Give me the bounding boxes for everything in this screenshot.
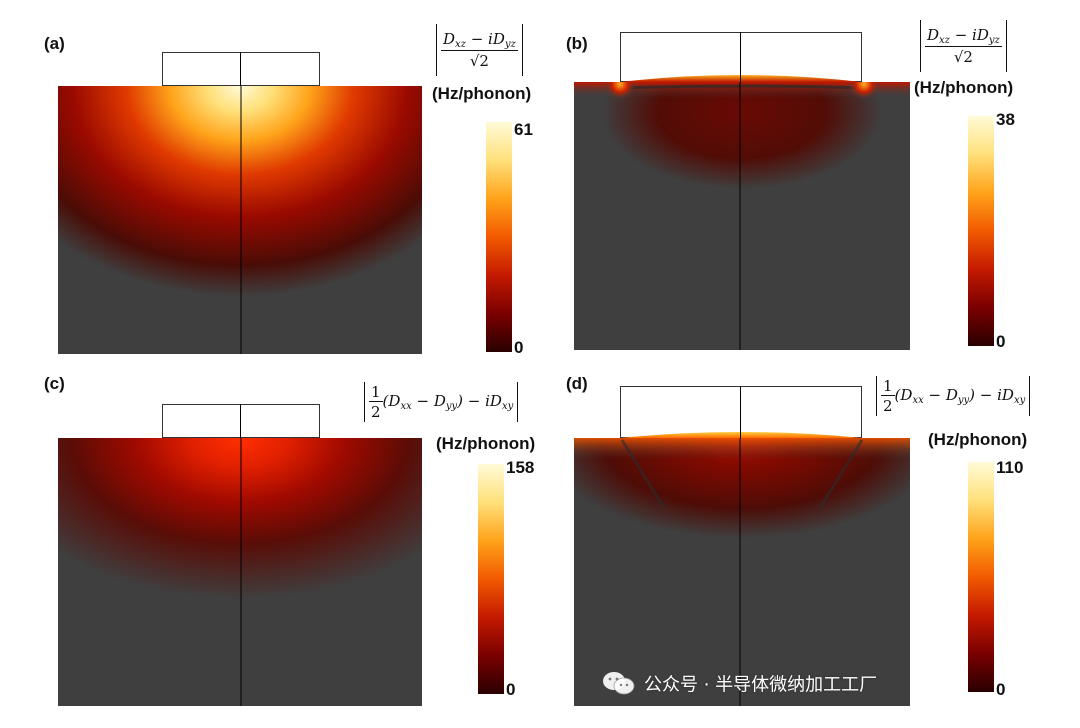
- term-sub2: yy: [957, 395, 970, 406]
- plot-c: [58, 438, 422, 706]
- num-sub2: yz: [504, 39, 516, 50]
- half-den: 2: [371, 403, 381, 421]
- term-sub3: xy: [1013, 395, 1026, 406]
- colorbar-min-b: 0: [996, 332, 1006, 351]
- abs-bar-right: [1005, 20, 1007, 72]
- half-den: 2: [883, 397, 893, 415]
- den: √2: [953, 48, 973, 66]
- colorbar-c: [478, 464, 504, 694]
- colorbar-max-a: 61: [514, 120, 533, 139]
- abs-bar-left: [920, 20, 921, 72]
- half-num: 1: [881, 377, 895, 396]
- electrode-d: [620, 386, 862, 438]
- formula-d: 1 2 (Dxx − Dyy) − iDxy: [872, 376, 1034, 416]
- abs-bar-left: [876, 376, 877, 416]
- colorbar-max-c: 158: [506, 458, 535, 477]
- term-sub1: xx: [400, 401, 412, 412]
- electrode-divider-c: [240, 404, 241, 438]
- term-tail: ) − iD: [457, 392, 502, 410]
- colorbar-d: [968, 462, 994, 692]
- colorbar-a: [486, 122, 512, 352]
- term-text: (D: [894, 386, 913, 404]
- term-mid: − D: [411, 392, 446, 410]
- abs-bar-right: [521, 24, 523, 76]
- panel-label-d: (d): [566, 374, 588, 393]
- plot-d: [574, 438, 910, 706]
- den: √2: [469, 52, 489, 70]
- colorbar-min-a: 0: [514, 338, 524, 357]
- colorbar-min-d: 0: [996, 680, 1006, 699]
- watermark-text: 公众号 · 半导体微纳加工工厂: [644, 674, 878, 696]
- num-sub1: xz: [939, 35, 950, 46]
- electrode-divider-a: [240, 52, 241, 86]
- unit-label-b: (Hz/phonon): [914, 78, 1014, 97]
- colorbar-max-d: 110: [996, 458, 1024, 477]
- field-map-c: [58, 438, 422, 706]
- abs-bar-left: [436, 24, 437, 76]
- formula-c: 1 2 (Dxx − Dyy) − iDxy: [360, 382, 522, 422]
- num-d: D: [443, 30, 456, 48]
- unit-label-c: (Hz/phonon): [436, 434, 536, 453]
- electrode-divider-b: [740, 32, 741, 84]
- fraction: Dxz − iDyz √2: [925, 26, 1002, 66]
- formula-b: Dxz − iDyz √2: [916, 20, 1011, 72]
- term-text: (D: [382, 392, 401, 410]
- num-sub1: xz: [455, 39, 466, 50]
- term-mid: − D: [923, 386, 958, 404]
- unit-label-d: (Hz/phonon): [928, 430, 1028, 449]
- num-sub2: yz: [988, 35, 1000, 46]
- abs-bar-right: [517, 382, 519, 422]
- abs-bar-right: [1029, 376, 1031, 416]
- panel-label-a: (a): [44, 34, 65, 53]
- field-map-d: [574, 438, 910, 706]
- num-d: D: [927, 26, 940, 44]
- half-num: 1: [369, 383, 383, 402]
- unit-label-a: (Hz/phonon): [432, 84, 532, 103]
- colorbar-max-b: 38: [996, 110, 1015, 129]
- colorbar-b: [968, 116, 994, 346]
- term-sub1: xx: [912, 395, 924, 406]
- electrode-a: [162, 52, 320, 86]
- plot-a: [58, 86, 422, 354]
- panel-label-c: (c): [44, 374, 65, 393]
- wechat-icon: [602, 670, 636, 701]
- term-sub3: xy: [501, 401, 514, 412]
- electrode-c: [162, 404, 320, 438]
- num-mid: − iD: [465, 30, 505, 48]
- field-map-b: [574, 82, 910, 350]
- term-sub2: yy: [445, 401, 458, 412]
- watermark: 公众号 · 半导体微纳加工工厂: [602, 670, 877, 701]
- abs-bar-left: [364, 382, 365, 422]
- electrode-curve-d: [620, 432, 862, 438]
- field-map-a: [58, 86, 422, 354]
- num-mid: − iD: [949, 26, 989, 44]
- colorbar-min-c: 0: [506, 680, 516, 699]
- electrode-divider-d: [740, 386, 741, 438]
- plot-b: [574, 82, 910, 350]
- term-tail: ) − iD: [969, 386, 1014, 404]
- formula-a: Dxz − iDyz √2: [432, 24, 527, 76]
- electrode-curve-b: [620, 75, 862, 82]
- fraction: Dxz − iDyz √2: [441, 30, 518, 70]
- panel-label-b: (b): [566, 34, 588, 53]
